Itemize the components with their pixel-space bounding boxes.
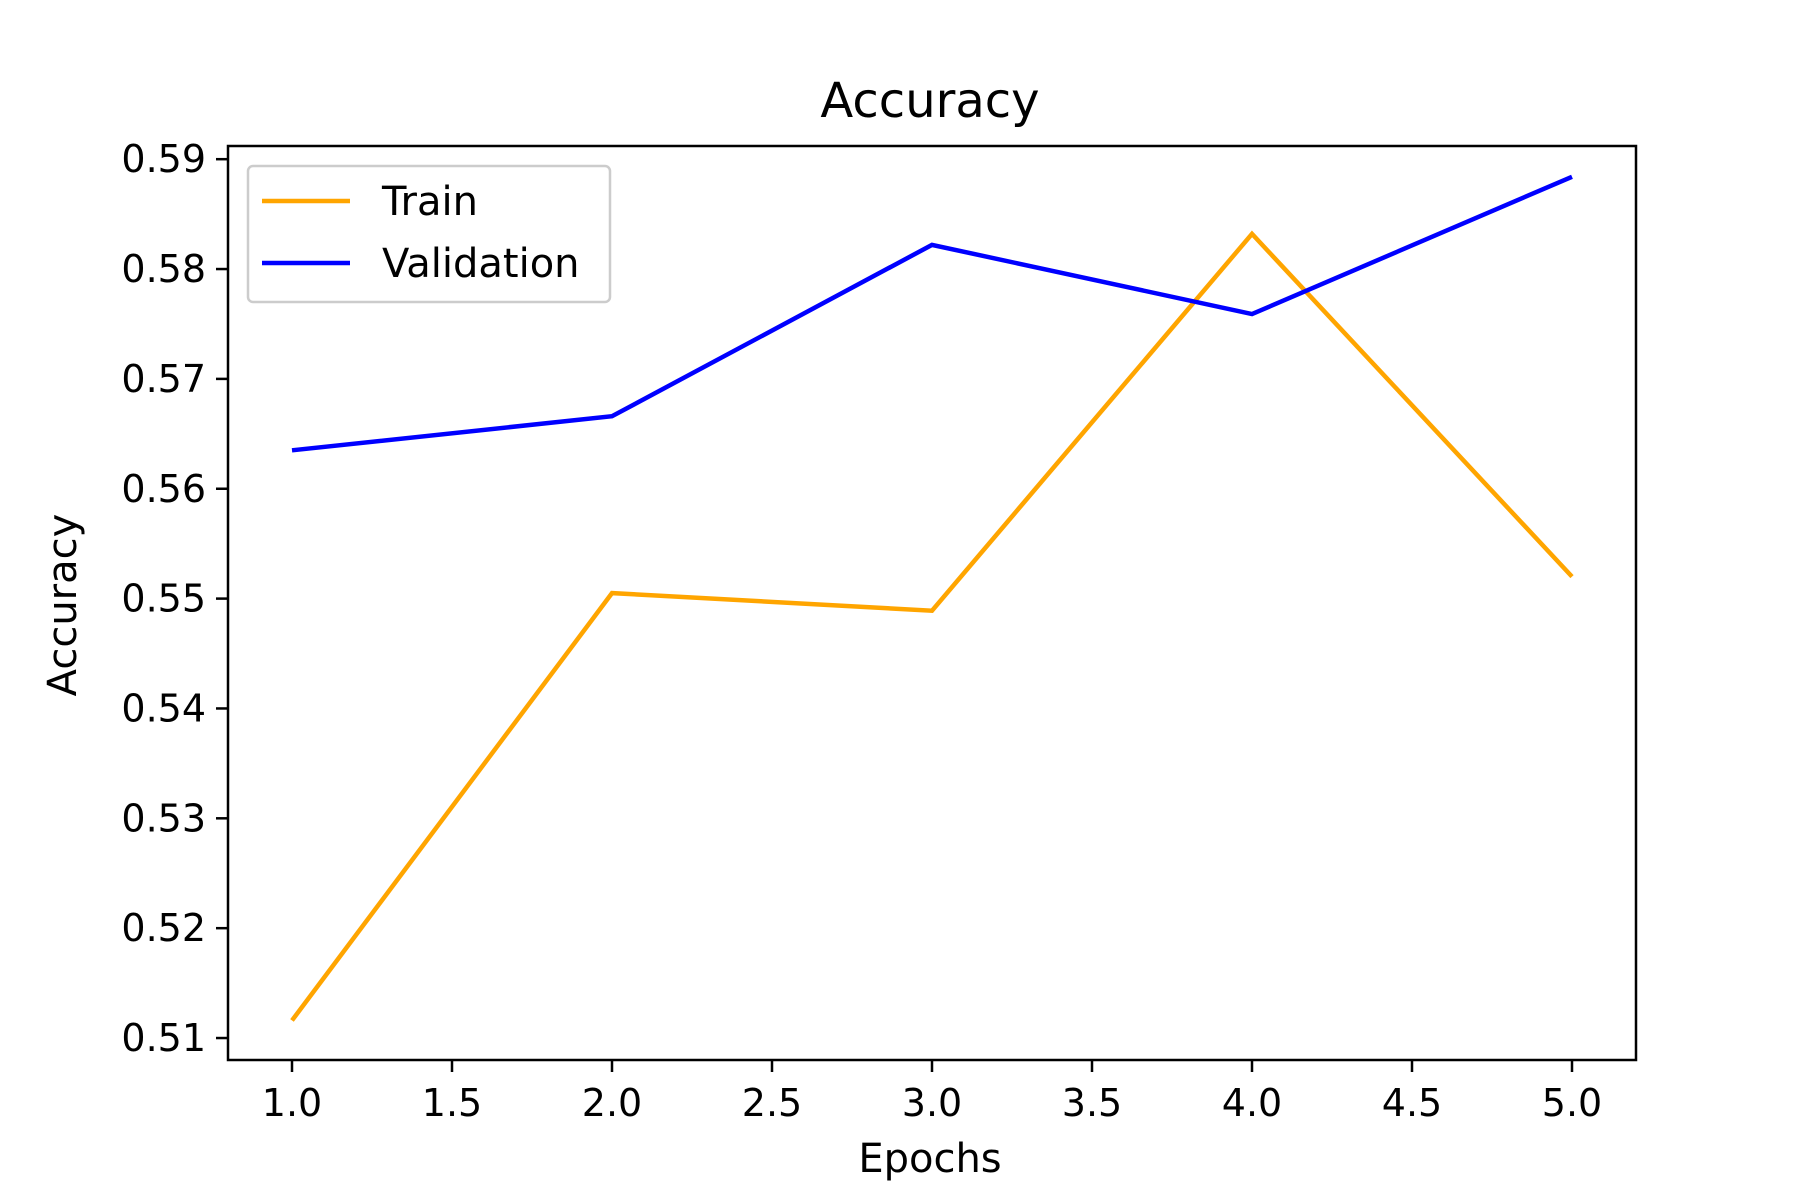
- y-tick-label: 0.59: [121, 137, 206, 181]
- chart-title: Accuracy: [820, 73, 1039, 129]
- x-tick-label: 5.0: [1542, 1081, 1602, 1125]
- y-tick-label: 0.56: [121, 467, 206, 511]
- y-tick-label: 0.55: [121, 577, 206, 621]
- x-tick-label: 2.0: [582, 1081, 642, 1125]
- plot-area: 1.0 1.5 2.0 2.5 3.0 3.5 4.0 4.5 5.0 0.51 0.52 0.53 0…: [121, 137, 1638, 1125]
- series-line-validation: [291, 174, 1573, 453]
- y-axis-label: Accuracy: [40, 514, 86, 697]
- x-tick-label: 1.0: [262, 1081, 322, 1125]
- y-tick-label: 0.57: [121, 357, 206, 401]
- legend-label-validation: Validation: [382, 241, 580, 287]
- series-line-train: [290, 230, 1574, 1022]
- y-tick-label: 0.58: [121, 247, 206, 291]
- x-tick-label: 3.5: [1062, 1081, 1122, 1125]
- y-tick-label: 0.51: [121, 1016, 206, 1060]
- legend-label-train: Train: [381, 179, 478, 225]
- x-axis-label: Epochs: [858, 1136, 1001, 1182]
- x-tick-label: 2.5: [742, 1081, 802, 1125]
- x-tick-label: 4.0: [1222, 1081, 1282, 1125]
- x-tick-label: 3.0: [902, 1081, 962, 1125]
- y-tick-label: 0.52: [121, 906, 206, 950]
- y-tick-label: 0.54: [121, 686, 206, 730]
- x-tick-label: 1.5: [422, 1081, 482, 1125]
- y-tick-label: 0.53: [121, 796, 206, 840]
- x-tick-label: 4.5: [1382, 1081, 1442, 1125]
